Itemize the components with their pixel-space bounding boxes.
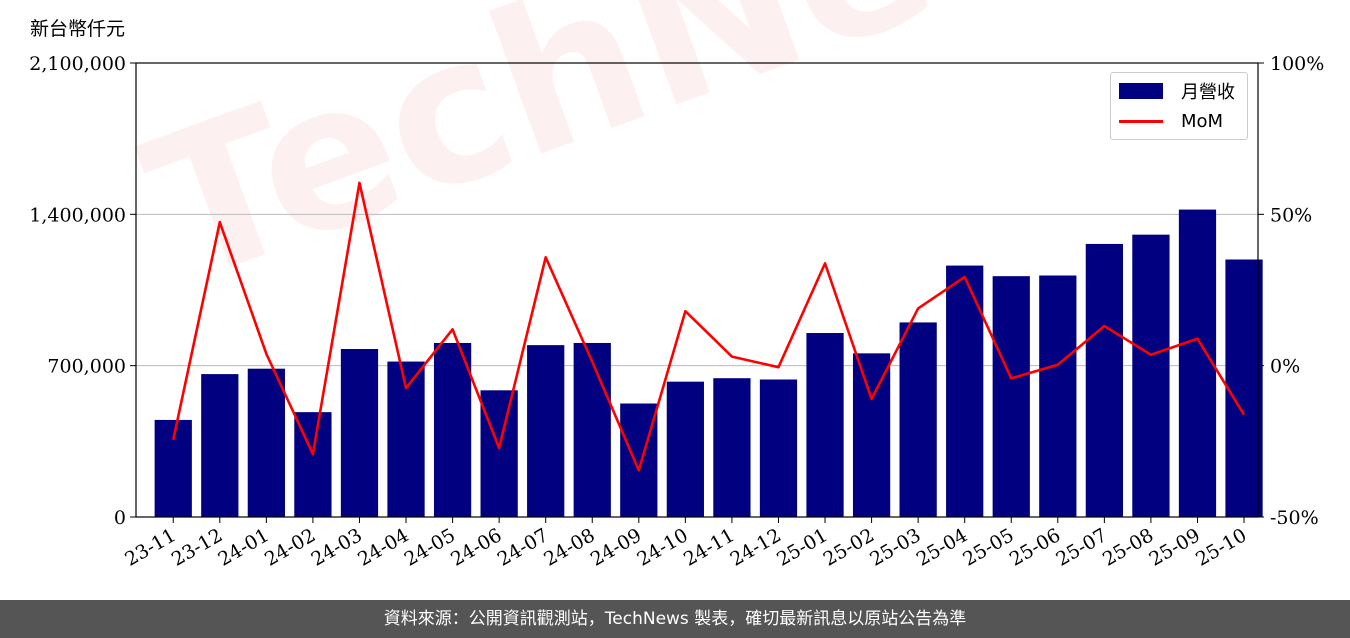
bar-23-12: [201, 374, 239, 517]
bar-24-12: [759, 379, 798, 517]
bar-25-10: [1225, 259, 1263, 517]
x-tick-label: 25-04: [913, 524, 971, 570]
legend-bar-label: 月營收: [1181, 82, 1235, 103]
bar-24-03: [340, 349, 379, 517]
x-tick-label: 24-02: [261, 524, 319, 570]
x-tick-label: 25-10: [1192, 524, 1250, 570]
right-tick-label: 100%: [1270, 53, 1324, 75]
bar-24-10: [666, 381, 704, 517]
bar-24-08: [573, 342, 611, 517]
footer-source-note: 資料來源：公開資訊觀測站，TechNews 製表，確切最新訊息以原站公告為準: [0, 600, 1350, 638]
legend-item-bar: 月營收: [1119, 79, 1235, 103]
bar-25-06: [1039, 275, 1077, 517]
x-tick-label: 24-08: [540, 524, 598, 570]
bar-25-09: [1178, 209, 1217, 517]
bar-24-09: [620, 403, 658, 517]
bar-25-04: [946, 265, 984, 517]
bar-24-06: [480, 390, 518, 517]
x-tick-label: 24-06: [447, 524, 505, 570]
bar-25-07: [1085, 243, 1123, 518]
y-axis-unit-label: 新台幣仟元: [30, 18, 126, 40]
bar-25-05: [992, 276, 1030, 517]
x-tick-label: 24-12: [727, 524, 785, 570]
x-tick-label: 24-01: [214, 524, 272, 570]
bar-25-01: [806, 333, 844, 517]
x-tick-label: 23-12: [168, 524, 226, 570]
x-tick-label: 24-07: [494, 524, 552, 570]
right-tick-label: 50%: [1270, 204, 1312, 226]
x-tick-label: 24-05: [401, 524, 459, 570]
x-tick-label: 24-03: [308, 524, 366, 570]
left-tick-label: 1,400,000: [29, 204, 126, 226]
legend-bar-swatch: [1119, 83, 1163, 99]
right-tick-label: -50%: [1270, 507, 1319, 529]
bar-25-02: [852, 353, 891, 517]
legend-line-label: MoM: [1181, 110, 1224, 132]
legend: 月營收 MoM: [1110, 72, 1248, 140]
bar-24-05: [433, 342, 472, 517]
x-tick-label: 25-08: [1099, 524, 1157, 570]
x-tick-label: 25-07: [1052, 524, 1110, 570]
x-tick-label: 25-09: [1146, 524, 1204, 570]
right-tick-label: 0%: [1270, 356, 1300, 378]
x-tick-label: 25-03: [866, 524, 924, 570]
bar-24-01: [247, 368, 285, 517]
left-tick-label: 700,000: [47, 356, 126, 378]
bar-24-07: [527, 345, 565, 517]
x-tick-label: 24-10: [633, 524, 691, 570]
x-tick-label: 23-11: [121, 524, 179, 570]
x-tick-label: 25-06: [1006, 524, 1064, 570]
x-tick-label: 25-05: [959, 524, 1017, 570]
plot-frame: [135, 62, 1259, 518]
x-tick-label: 25-01: [773, 524, 831, 570]
left-tick-label: 0: [114, 507, 126, 529]
bar-25-03: [899, 322, 937, 517]
x-tick-label: 24-04: [354, 524, 412, 570]
chart-canvas: 0 700,000 1,400,000 2,100,000 -50% 0% 50% 100% 2…: [29, 53, 1324, 571]
bar-25-08: [1132, 234, 1170, 517]
legend-item-line: MoM: [1119, 109, 1223, 133]
x-tick-label: 25-02: [820, 524, 878, 570]
legend-line-swatch: [1119, 119, 1163, 123]
mom-line: [171, 181, 1246, 472]
bar-24-11: [713, 378, 751, 517]
x-tick-label: 24-09: [587, 524, 645, 570]
left-tick-label: 2,100,000: [29, 53, 126, 75]
x-tick-label: 24-11: [680, 524, 738, 570]
